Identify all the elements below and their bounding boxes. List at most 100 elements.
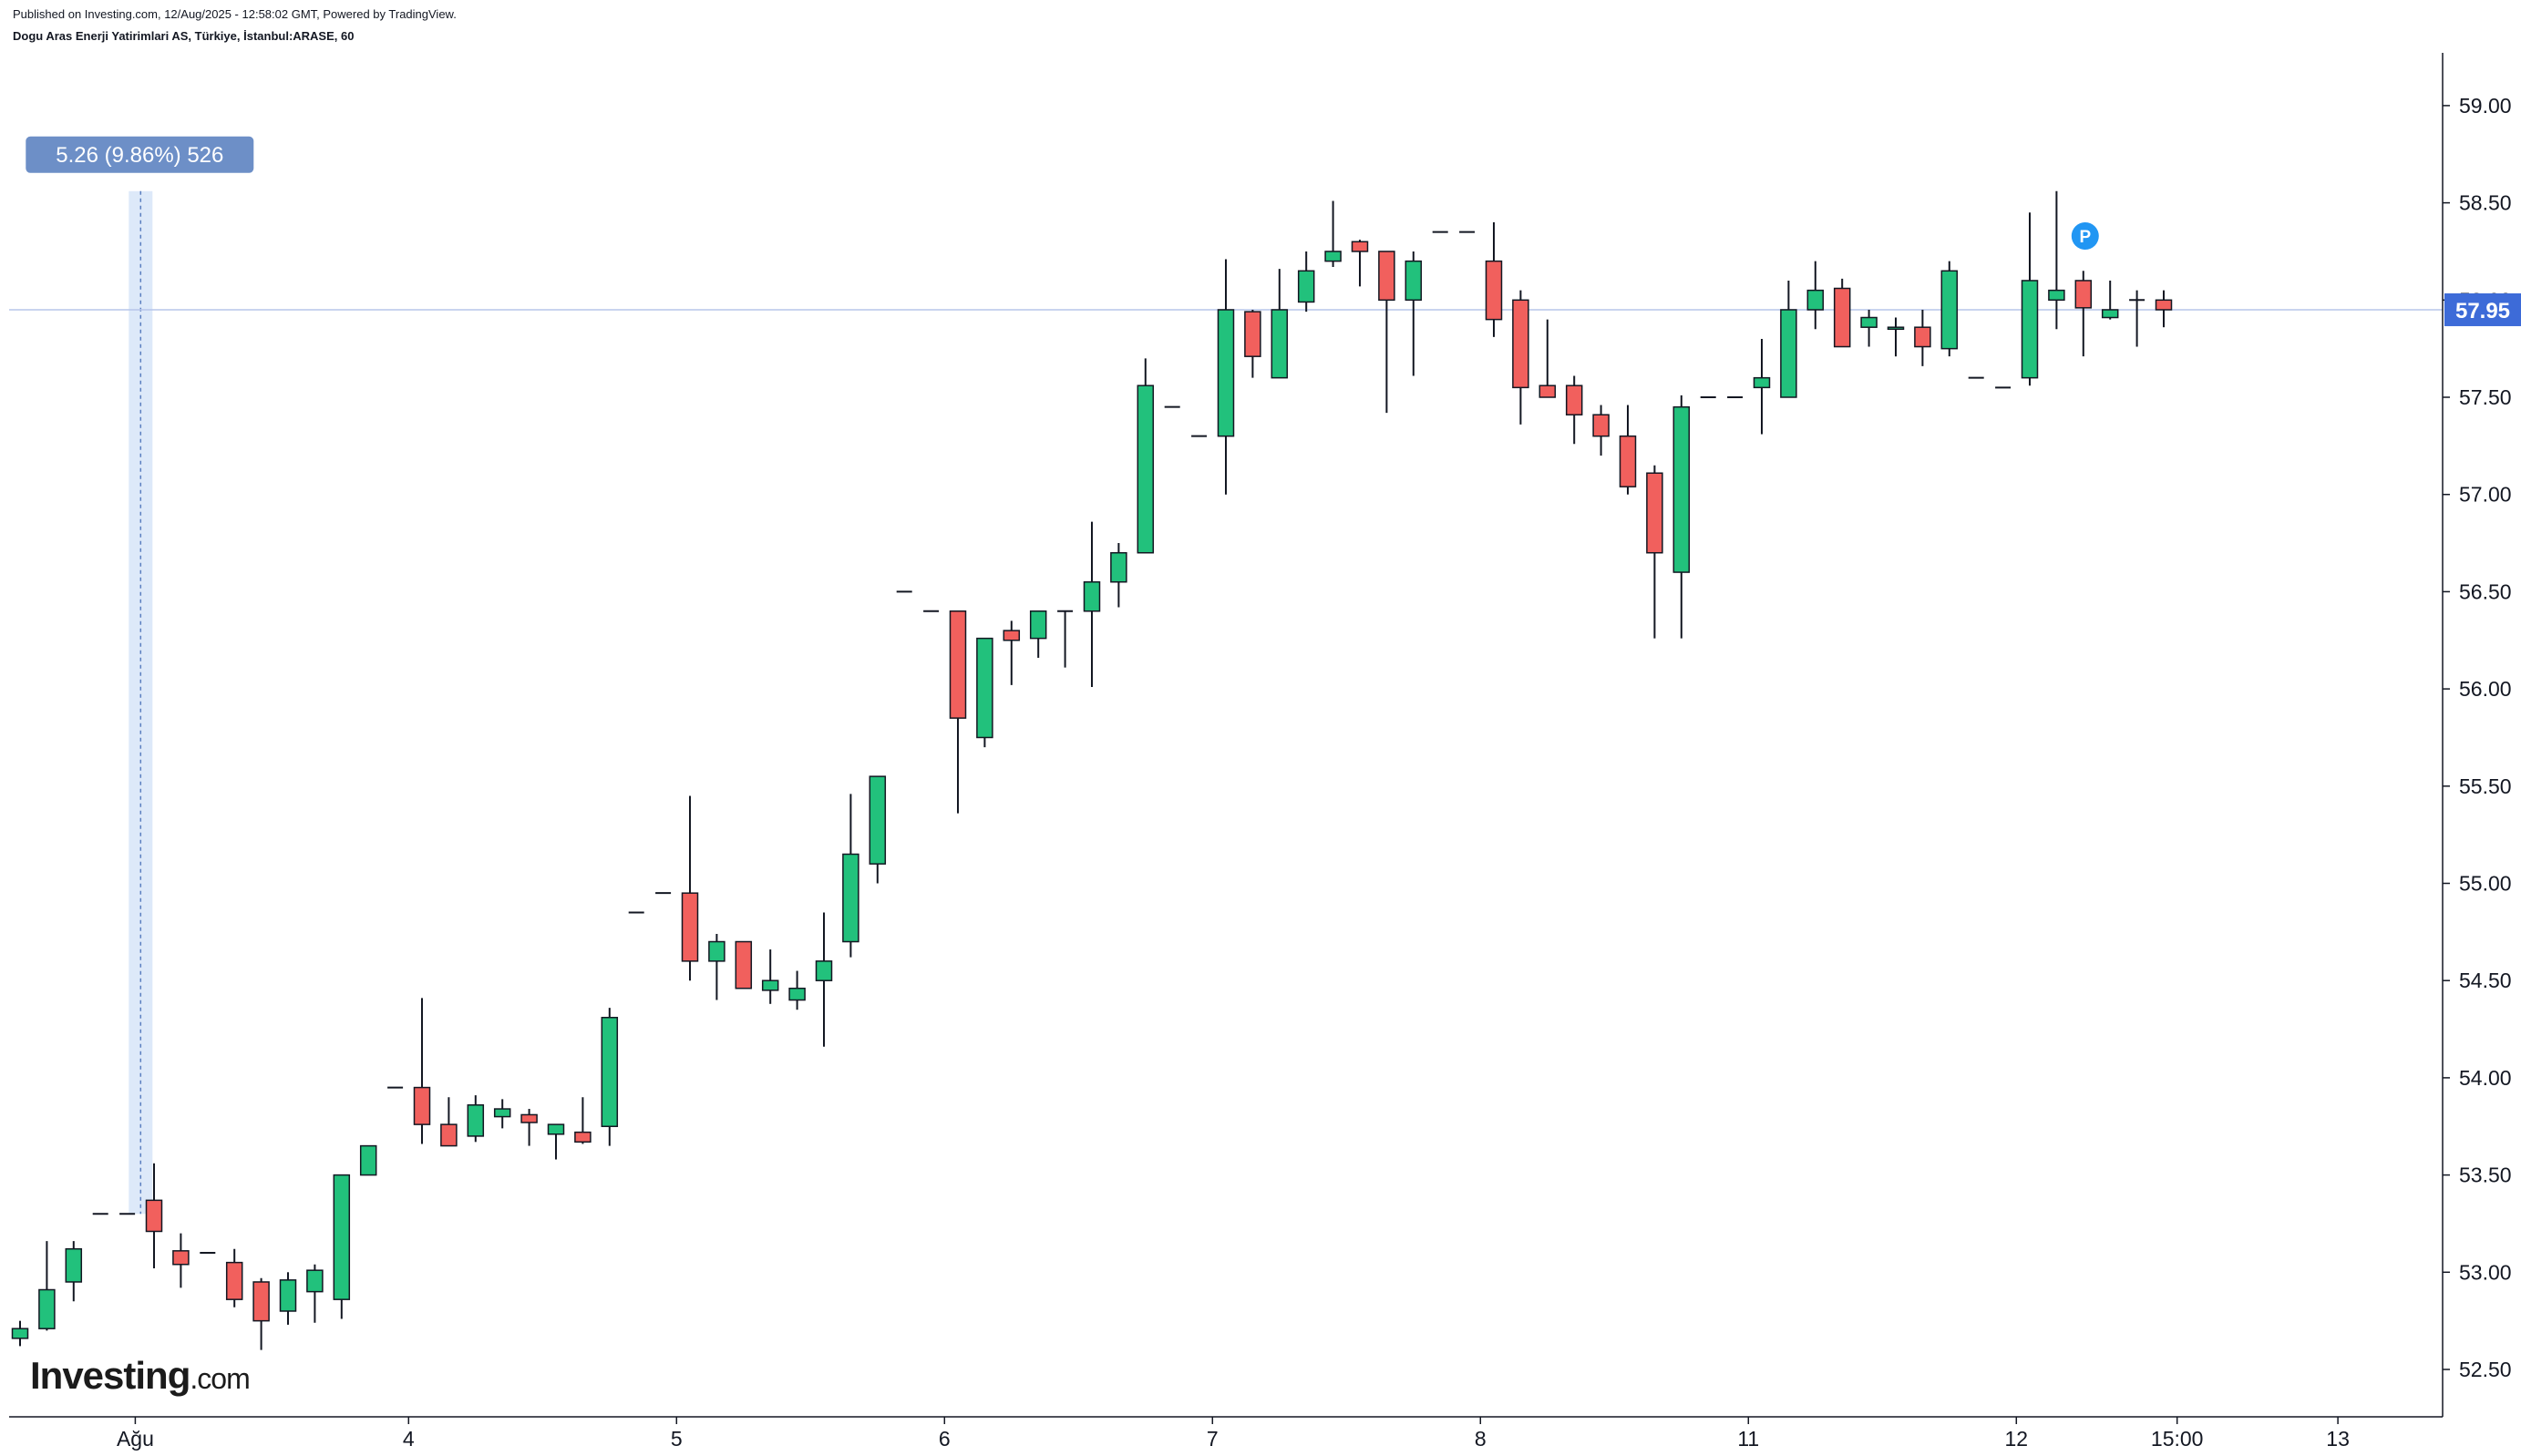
candle	[708, 933, 725, 1000]
candle	[2021, 212, 2039, 386]
candle-body-up	[869, 775, 887, 865]
candle-body-down	[1565, 385, 1583, 415]
price-tag	[2444, 292, 2521, 326]
candle-body-up	[1806, 289, 1825, 311]
x-tick-label: 13	[2326, 1427, 2350, 1451]
candle-body-up	[1137, 385, 1155, 554]
measure-label-box	[26, 136, 254, 173]
candle	[1083, 521, 1101, 687]
candle	[1914, 309, 1931, 366]
candle-body-down	[1619, 435, 1637, 487]
candle	[2074, 271, 2093, 357]
candle	[38, 1241, 56, 1331]
y-tick-label: 59.00	[2459, 94, 2512, 118]
candle	[761, 949, 779, 1004]
measure-label: 5.26 (9.86%) 526	[56, 143, 223, 168]
candle-body-up	[761, 979, 779, 991]
y-tick-label: 53.00	[2459, 1260, 2512, 1284]
candle-body-up	[1083, 580, 1101, 612]
candle-body-up	[1405, 260, 1423, 302]
candle-body-up	[1672, 405, 1691, 573]
candle-body-up	[1860, 316, 1878, 328]
published-caption: Published on Investing.com, 12/Aug/2025 …	[13, 7, 457, 21]
candle	[1538, 319, 1557, 398]
candle	[1297, 251, 1315, 313]
candle	[306, 1264, 324, 1323]
candle-body-down	[949, 610, 967, 719]
candle	[1271, 269, 1289, 379]
candle-body-down	[1833, 287, 1851, 348]
candle-body-up	[1887, 326, 1905, 331]
candle	[2155, 290, 2173, 328]
candle-body-up	[1029, 610, 1047, 640]
candle	[1806, 261, 1825, 330]
y-tick-label: 56.50	[2459, 579, 2512, 603]
candle	[2129, 290, 2145, 347]
candle	[279, 1272, 297, 1325]
pivot-marker-label: P	[2079, 228, 2091, 247]
candle-body-down	[1003, 630, 1021, 641]
candle-body-down	[440, 1123, 458, 1147]
candle	[1565, 375, 1583, 445]
investing-logo: Investing.com	[30, 1354, 250, 1397]
candle-body-down	[574, 1131, 592, 1143]
candle	[976, 637, 993, 748]
candle	[1351, 240, 1369, 287]
candle	[1057, 610, 1074, 668]
candle-body-down	[1351, 241, 1369, 252]
candle	[574, 1097, 592, 1144]
candle	[252, 1277, 270, 1350]
candle-body-up	[842, 853, 859, 943]
candle-body-up	[38, 1288, 56, 1329]
candle	[1217, 259, 1235, 495]
candle	[601, 1008, 619, 1146]
candle-body-down	[2155, 299, 2173, 311]
symbol-title: Dogu Aras Enerji Yatirimlari AS, Türkiye…	[13, 29, 355, 43]
candle	[1887, 317, 1905, 357]
x-tick-label: 12	[2005, 1427, 2029, 1451]
x-tick-label: 7	[1207, 1427, 1219, 1451]
candle-body-up	[279, 1279, 297, 1312]
candle	[1833, 278, 1851, 348]
y-tick-label: 54.00	[2459, 1066, 2512, 1090]
candle-body-up	[815, 960, 833, 981]
candle	[440, 1097, 458, 1147]
candle-body-up	[2101, 309, 2119, 319]
candle	[413, 998, 431, 1144]
y-tick-label: 55.50	[2459, 774, 2512, 798]
candle-body-up	[1271, 309, 1289, 379]
x-tick-label: 5	[671, 1427, 683, 1451]
measure-tool[interactable]: 5.26 (9.86%) 526	[26, 136, 254, 1215]
candle	[1137, 358, 1155, 554]
candle	[1512, 290, 1529, 425]
candle	[1029, 610, 1047, 658]
candle-body-down	[1538, 385, 1557, 398]
x-tick-label: 4	[403, 1427, 415, 1451]
candle	[333, 1174, 351, 1319]
candle-body-up	[976, 637, 993, 739]
y-tick-label: 57.00	[2459, 483, 2512, 507]
candle	[1753, 338, 1771, 435]
candle-body-down	[1592, 414, 1610, 437]
candle	[1110, 543, 1127, 608]
candle	[1485, 221, 1503, 337]
candle-body-down	[1485, 260, 1503, 321]
x-tick-label: 11	[1737, 1427, 1759, 1451]
candle	[1672, 395, 1691, 639]
candle	[1860, 309, 1878, 347]
x-tick-label: Ağu	[117, 1427, 154, 1451]
y-tick-label: 56.00	[2459, 677, 2512, 701]
candle	[1405, 251, 1423, 376]
candle-body-down	[735, 940, 753, 989]
candle-body-up	[1297, 270, 1315, 303]
candle-body-up	[359, 1144, 377, 1176]
candle	[735, 940, 753, 989]
candle-body-down	[225, 1261, 243, 1300]
candle-body-up	[1324, 251, 1342, 262]
candle-body-up	[333, 1174, 351, 1300]
candle	[681, 795, 699, 981]
candle	[2101, 280, 2119, 320]
candle-body-down	[145, 1199, 163, 1233]
candle-body-up	[11, 1328, 29, 1339]
